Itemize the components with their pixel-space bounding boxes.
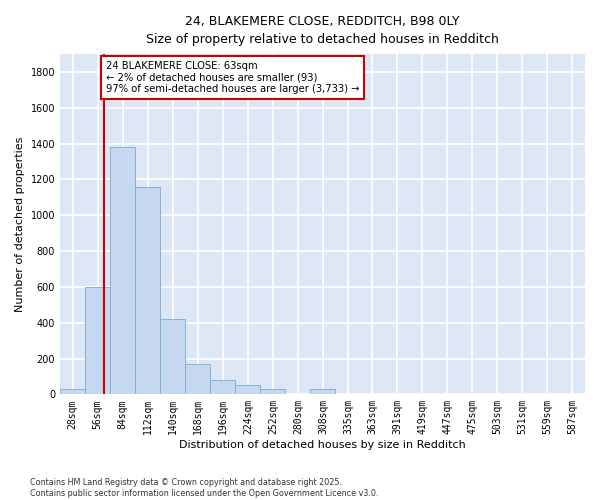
Text: Contains HM Land Registry data © Crown copyright and database right 2025.
Contai: Contains HM Land Registry data © Crown c… (30, 478, 379, 498)
Bar (85, 287, 110, 395)
Bar (60, 389, 85, 394)
Bar (210, 380, 235, 394)
Bar (235, 386, 260, 394)
Bar (135, 186, 160, 394)
Bar (310, 389, 335, 394)
Bar (185, 364, 210, 394)
Y-axis label: Number of detached properties: Number of detached properties (15, 136, 25, 312)
Bar (160, 319, 185, 394)
Title: 24, BLAKEMERE CLOSE, REDDITCH, B98 0LY
Size of property relative to detached hou: 24, BLAKEMERE CLOSE, REDDITCH, B98 0LY S… (146, 15, 499, 46)
Text: 24 BLAKEMERE CLOSE: 63sqm
← 2% of detached houses are smaller (93)
97% of semi-d: 24 BLAKEMERE CLOSE: 63sqm ← 2% of detach… (106, 62, 359, 94)
X-axis label: Distribution of detached houses by size in Redditch: Distribution of detached houses by size … (179, 440, 466, 450)
Bar (260, 389, 286, 394)
Bar (110, 147, 135, 394)
